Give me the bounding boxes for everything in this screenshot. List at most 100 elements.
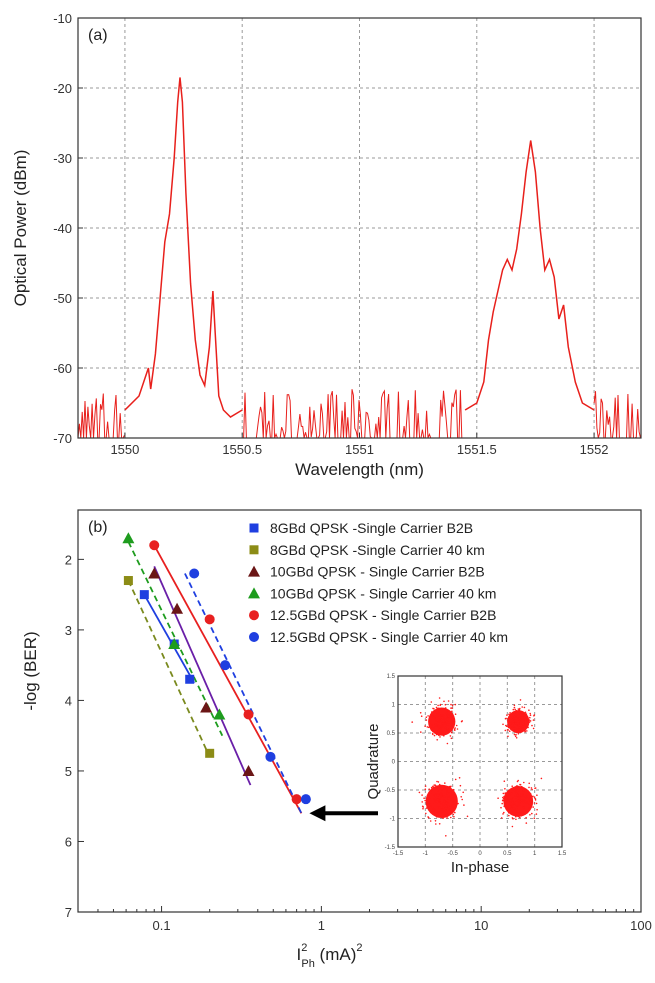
- constellation-point: [511, 719, 514, 721]
- constellation-point: [435, 785, 438, 787]
- constellation-point: [509, 721, 512, 723]
- constellation-point: [517, 801, 519, 803]
- constellation-point: [454, 727, 457, 729]
- constellation-point: [509, 805, 512, 808]
- constellation-point: [515, 818, 517, 821]
- constellation-point: [439, 729, 441, 732]
- constellation-point: [519, 783, 521, 786]
- constellation-point: [508, 809, 510, 812]
- spectrum-y-ticks: -70 -60 -50 -40 -30 -20 -10: [53, 11, 83, 446]
- legend-marker: [249, 545, 259, 555]
- spectrum-x-tick-label: 1550.5: [222, 442, 262, 457]
- legend-marker: [249, 610, 259, 621]
- constellation-point: [525, 791, 528, 794]
- constellation-point: [512, 708, 515, 711]
- constellation-point: [523, 809, 526, 812]
- constellation-point: [507, 807, 510, 810]
- constellation-point: [449, 803, 452, 806]
- constellation-point: [524, 730, 526, 733]
- constellation-point: [525, 713, 528, 715]
- ber-x-axis-label-super: 2: [301, 942, 307, 954]
- ber-data-point: [168, 638, 181, 649]
- constellation-point: [456, 802, 459, 805]
- ber-x-tick-label: 1: [318, 918, 325, 933]
- ber-data-point: [243, 709, 254, 720]
- constellation-point: [439, 801, 441, 803]
- constellation-point: [511, 715, 513, 718]
- inset-pointer-arrow: [309, 805, 378, 822]
- constellation-point: [522, 723, 525, 726]
- constellation-point: [526, 730, 528, 732]
- constellation-point: [522, 790, 525, 792]
- constellation-point: [521, 716, 524, 718]
- constellation-point: [437, 714, 439, 716]
- constellation-point: [453, 718, 455, 720]
- constellation-point: [505, 797, 508, 800]
- constellation-y-tick-label: -1.5: [385, 845, 396, 851]
- constellation-point: [525, 795, 527, 797]
- constellation-point: [430, 723, 432, 726]
- constellation-point: [451, 804, 454, 807]
- constellation-point: [444, 786, 446, 788]
- constellation-point: [453, 720, 456, 722]
- constellation-point: [445, 732, 447, 735]
- constellation-point: [441, 717, 444, 719]
- constellation-point: [512, 720, 515, 723]
- ber-y-tick-label: 3: [65, 623, 72, 638]
- constellation-point: [519, 802, 521, 804]
- constellation-point: [450, 800, 453, 802]
- constellation-point: [459, 784, 462, 787]
- constellation-point: [448, 717, 450, 720]
- constellation-point: [441, 804, 443, 806]
- constellation-point: [446, 804, 449, 806]
- legend-marker: [249, 632, 259, 642]
- constellation-point: [515, 733, 517, 736]
- spectrum-grid: [78, 18, 641, 438]
- constellation-point: [442, 807, 445, 809]
- constellation-point: [438, 810, 441, 812]
- constellation-point: [525, 822, 528, 824]
- constellation-point: [451, 707, 453, 709]
- constellation-point: [426, 805, 429, 807]
- constellation-point: [430, 786, 433, 789]
- ber-y-axis-label: -log (BER): [21, 631, 40, 710]
- constellation-point: [435, 717, 438, 719]
- constellation-point: [532, 719, 535, 721]
- constellation-point: [519, 720, 521, 722]
- constellation-point: [411, 721, 414, 723]
- constellation-point: [519, 699, 522, 701]
- constellation-point: [514, 801, 516, 804]
- constellation-point: [451, 801, 454, 803]
- constellation-point: [446, 791, 449, 793]
- constellation-point: [439, 714, 441, 716]
- constellation-point: [533, 715, 535, 717]
- constellation-point: [530, 803, 532, 806]
- constellation-point: [435, 823, 437, 825]
- constellation-point: [513, 706, 516, 709]
- constellation-point: [449, 716, 452, 719]
- constellation-point: [526, 795, 528, 798]
- constellation-point: [442, 801, 445, 804]
- constellation-point: [451, 790, 453, 793]
- constellation-point: [441, 715, 443, 717]
- constellation-point: [497, 797, 499, 799]
- constellation-point: [437, 796, 439, 799]
- constellation-point: [444, 811, 446, 813]
- ber-data-point: [213, 708, 226, 720]
- constellation-y-tick-label: 1.5: [387, 674, 396, 680]
- constellation-point: [515, 731, 517, 733]
- constellation-point: [523, 800, 526, 803]
- constellation-point: [507, 735, 509, 738]
- constellation-point: [508, 730, 511, 732]
- ber-data-point: [122, 532, 135, 544]
- constellation-point: [515, 790, 517, 793]
- constellation-point: [507, 792, 509, 795]
- constellation-point: [507, 725, 510, 728]
- constellation-point: [512, 799, 514, 802]
- constellation-point: [523, 716, 526, 718]
- constellation-point: [519, 816, 521, 819]
- constellation-point: [434, 796, 436, 798]
- constellation-point: [433, 734, 436, 737]
- constellation-point: [502, 813, 504, 815]
- constellation-point: [427, 801, 430, 803]
